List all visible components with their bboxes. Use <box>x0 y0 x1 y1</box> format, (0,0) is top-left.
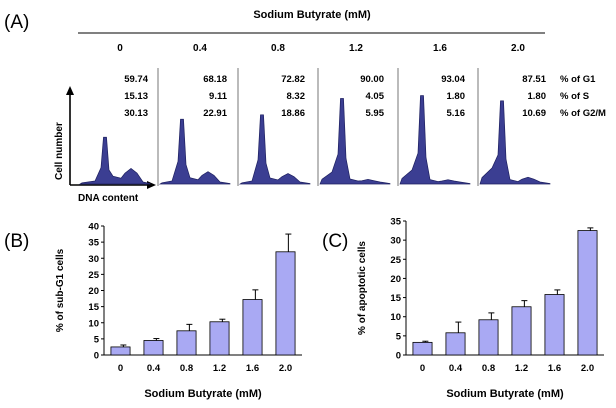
bar-0 <box>110 346 131 356</box>
x-tick-label-3: 1.2 <box>515 363 528 374</box>
x-tick-label-5: 2.0 <box>279 363 292 374</box>
value-s-2: 8.32 <box>287 91 306 102</box>
panel-letter: (B) <box>4 231 29 252</box>
value-s-5: 1.80 <box>528 91 547 102</box>
chart-c: (C) 0 5 10 15 20 25 30 35 0 0.4 0.8 1.2 1.6 2.0 Sodium … <box>322 217 604 400</box>
histogram-2 <box>238 114 311 185</box>
panel-a-y-label: Cell number <box>54 122 65 180</box>
x-tick-label-0: 0 <box>420 363 425 374</box>
value-g1-0: 59.74 <box>124 74 148 85</box>
bar-4 <box>544 294 565 356</box>
dose-label-1: 0.4 <box>193 43 207 54</box>
x-axis-label: Sodium Butyrate (mM) <box>144 388 262 400</box>
bar-1 <box>445 332 466 356</box>
bar-2 <box>176 330 197 356</box>
y-axis-label: % of sub-G1 cells <box>55 248 66 332</box>
panel-a-x-label: DNA content <box>78 193 139 204</box>
bar-4 <box>242 299 263 356</box>
y-tick-label: 10 <box>88 318 99 329</box>
y-tick-label: 35 <box>88 238 99 249</box>
dose-label-4: 1.6 <box>433 43 447 54</box>
x-tick-label-0: 0 <box>118 363 123 374</box>
y-tick-label: 5 <box>396 331 402 342</box>
value-g2m-5: 10.69 <box>522 108 546 119</box>
y-axis-label: % of apoptotic cells <box>357 241 368 335</box>
y-tick-label: 10 <box>390 312 401 323</box>
dose-label-3: 1.2 <box>349 43 363 54</box>
dose-label-5: 2.0 <box>511 43 525 54</box>
dose-label-2: 0.8 <box>271 43 285 54</box>
y-tick-label: 0 <box>94 351 99 362</box>
histogram-4 <box>399 95 471 185</box>
value-g2m-4: 5.16 <box>447 108 466 119</box>
bar-2 <box>478 319 499 356</box>
row-label-2: % of G2/M <box>560 108 606 119</box>
value-s-0: 15.13 <box>124 91 148 102</box>
x-tick-label-3: 1.2 <box>213 363 226 374</box>
y-tick-label: 35 <box>390 217 401 228</box>
value-g2m-1: 22.91 <box>203 108 227 119</box>
value-s-3: 4.05 <box>366 91 385 102</box>
bar-1 <box>143 340 164 356</box>
value-g1-5: 87.51 <box>522 74 546 85</box>
histogram-row: 0 59.74 15.13 30.13 0.4 68.18 9.11 22.91 0.8 72.8… <box>78 43 606 186</box>
y-tick-label: 30 <box>88 254 99 265</box>
value-g1-1: 68.18 <box>203 74 227 85</box>
panel-a-letter: (A) <box>4 12 29 33</box>
bar-3 <box>511 306 532 356</box>
value-g1-3: 90.00 <box>360 74 384 85</box>
row-label-1: % of S <box>560 91 589 102</box>
histogram-5 <box>479 100 551 185</box>
x-axis-label: Sodium Butyrate (mM) <box>446 388 564 400</box>
x-tick-label-1: 0.4 <box>147 363 161 374</box>
histogram-3 <box>319 98 391 185</box>
histogram-1 <box>158 118 231 185</box>
panel-letter: (C) <box>322 231 348 252</box>
dose-label-0: 0 <box>117 43 123 54</box>
x-tick-label-5: 2.0 <box>581 363 594 374</box>
x-tick-label-4: 1.6 <box>548 363 561 374</box>
x-tick-label-1: 0.4 <box>449 363 463 374</box>
panel-a-header: Sodium Butyrate (mM) <box>253 9 371 21</box>
y-tick-label: 30 <box>390 236 401 247</box>
bar-0 <box>412 341 433 356</box>
bar-5 <box>577 230 598 356</box>
y-tick-label: 25 <box>390 255 401 266</box>
value-s-4: 1.80 <box>447 91 466 102</box>
y-tick-label: 15 <box>88 302 99 313</box>
value-g2m-0: 30.13 <box>124 108 148 119</box>
y-tick-label: 40 <box>88 222 99 233</box>
value-s-1: 9.11 <box>209 91 228 102</box>
x-tick-label-2: 0.8 <box>180 363 193 374</box>
x-tick-label-2: 0.8 <box>482 363 495 374</box>
histogram-0 <box>78 136 151 185</box>
value-g2m-2: 18.86 <box>281 108 305 119</box>
bar-3 <box>209 321 230 356</box>
value-g1-4: 93.04 <box>441 74 465 85</box>
value-g2m-3: 5.95 <box>366 108 385 119</box>
y-tick-label: 5 <box>94 334 100 345</box>
y-tick-label: 20 <box>88 286 99 297</box>
row-label-0: % of G1 <box>560 74 596 85</box>
y-tick-label: 0 <box>396 351 401 362</box>
y-tick-label: 15 <box>390 293 401 304</box>
y-tick-label: 20 <box>390 274 401 285</box>
x-tick-label-4: 1.6 <box>246 363 259 374</box>
y-tick-label: 25 <box>88 270 99 281</box>
chart-b: (B) 0 5 10 15 20 25 30 35 40 0 0.4 0.8 1.2 1.6 2.0 Sodiu… <box>4 222 302 400</box>
value-g1-2: 72.82 <box>281 74 305 85</box>
bar-5 <box>275 251 296 356</box>
